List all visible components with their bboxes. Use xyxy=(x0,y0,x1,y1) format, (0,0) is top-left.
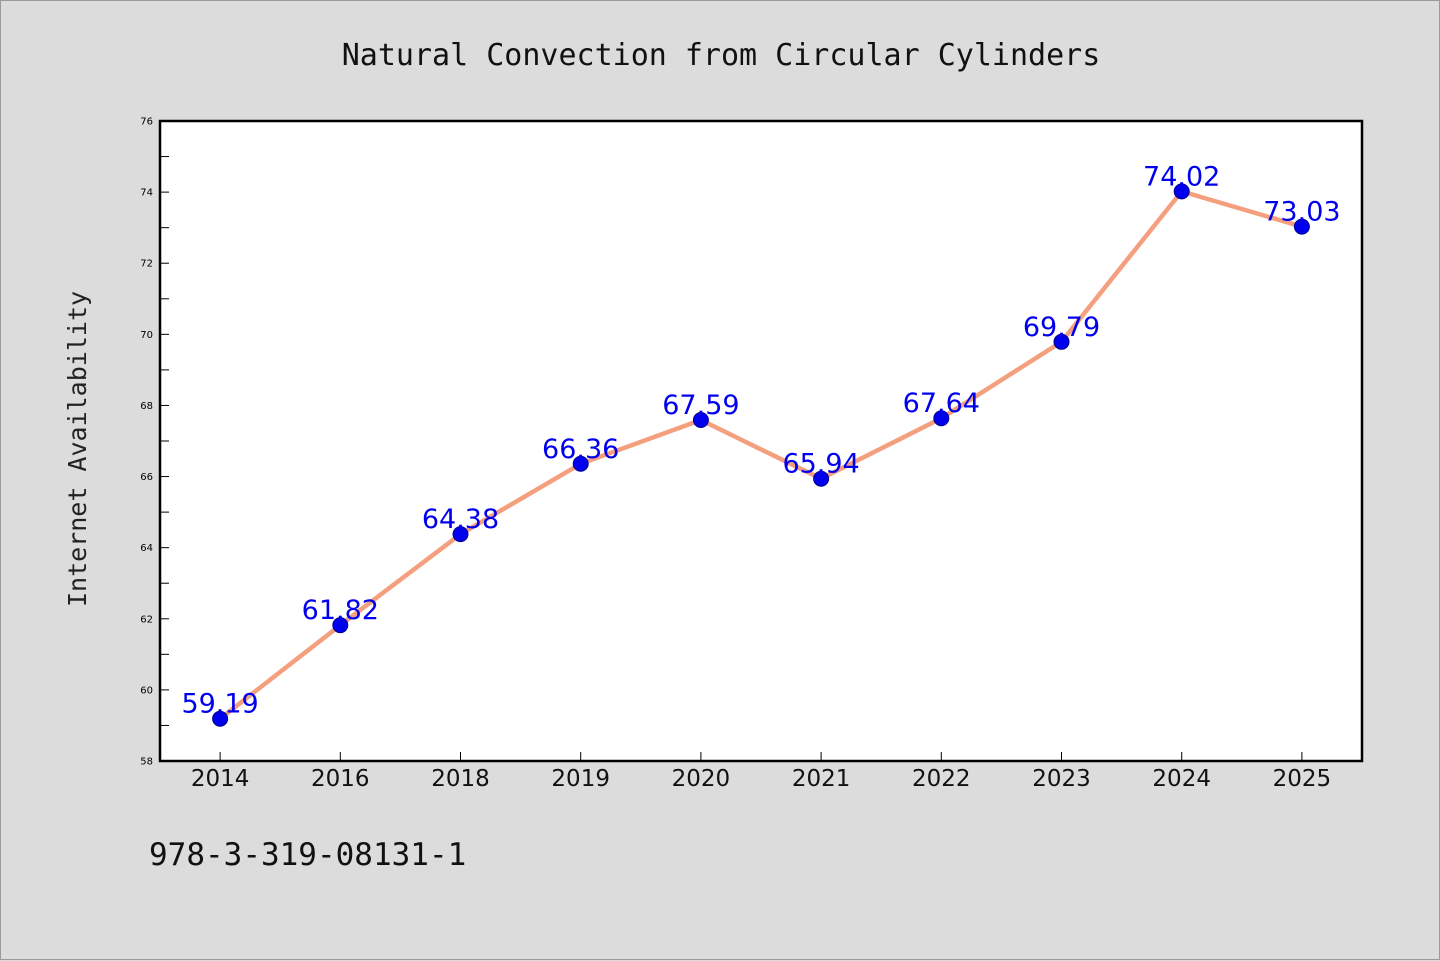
data-point-marker xyxy=(933,410,950,427)
y-tick-label: 72 xyxy=(140,259,153,270)
data-series: 59.19 61.82 64.38 66.36 67.59 65.94 67.64 69.79… xyxy=(181,161,1341,727)
x-axis: 2014 2016 2018 2019 2020 2021 2022 2023 2024 2025 xyxy=(191,752,1331,792)
y-tick-label: 74 xyxy=(140,188,153,199)
y-tick-label: 62 xyxy=(140,614,153,625)
y-tick-label: 64 xyxy=(140,543,153,554)
data-label: 69.79 xyxy=(1023,312,1100,343)
x-tick-label: 2022 xyxy=(912,766,971,792)
data-label: 67.59 xyxy=(662,390,739,421)
x-tick-label: 2016 xyxy=(311,766,370,792)
data-point-marker xyxy=(813,470,830,487)
y-tick-label: 60 xyxy=(140,685,153,696)
data-point-marker xyxy=(692,412,709,429)
plot-area xyxy=(158,119,1364,763)
data-label: 67.64 xyxy=(903,388,980,419)
x-tick-label: 2021 xyxy=(792,766,851,792)
y-tick-label: 68 xyxy=(140,401,153,412)
chart-title: Natural Convection from Circular Cylinde… xyxy=(342,38,1101,73)
data-point-marker xyxy=(1053,333,1070,350)
data-point-marker xyxy=(1293,218,1310,235)
data-label: 74.02 xyxy=(1143,161,1220,192)
x-tick-label: 2024 xyxy=(1152,766,1211,792)
x-tick-label: 2019 xyxy=(551,766,610,792)
data-label: 59.19 xyxy=(181,689,258,720)
series-line xyxy=(217,189,1305,721)
data-point-marker xyxy=(212,710,229,727)
y-tick-label: 70 xyxy=(140,330,153,341)
data-point-marker xyxy=(332,617,349,634)
x-tick-label: 2014 xyxy=(191,766,250,792)
y-tick-label: 66 xyxy=(140,472,153,483)
data-point-marker xyxy=(1173,183,1190,200)
x-tick-label: 2018 xyxy=(431,766,490,792)
data-label: 64.38 xyxy=(422,504,499,535)
data-label: 73.03 xyxy=(1263,197,1340,228)
footer-identifier: 978-3-319-08131-1 xyxy=(149,837,466,873)
data-point-marker xyxy=(452,526,469,543)
data-label: 61.82 xyxy=(302,595,379,626)
data-label: 65.94 xyxy=(782,449,859,480)
x-tick-label: 2020 xyxy=(672,766,731,792)
y-axis-label: Internet Availability xyxy=(63,291,92,607)
x-tick-label: 2023 xyxy=(1032,766,1091,792)
y-tick-label: 76 xyxy=(140,117,153,128)
data-point-marker xyxy=(572,455,589,472)
x-tick-label: 2025 xyxy=(1273,766,1332,792)
y-axis: 58 60 62 64 66 68 70 72 74 76 xyxy=(140,117,169,768)
y-tick-label: 58 xyxy=(140,757,153,768)
data-label: 66.36 xyxy=(542,434,619,465)
